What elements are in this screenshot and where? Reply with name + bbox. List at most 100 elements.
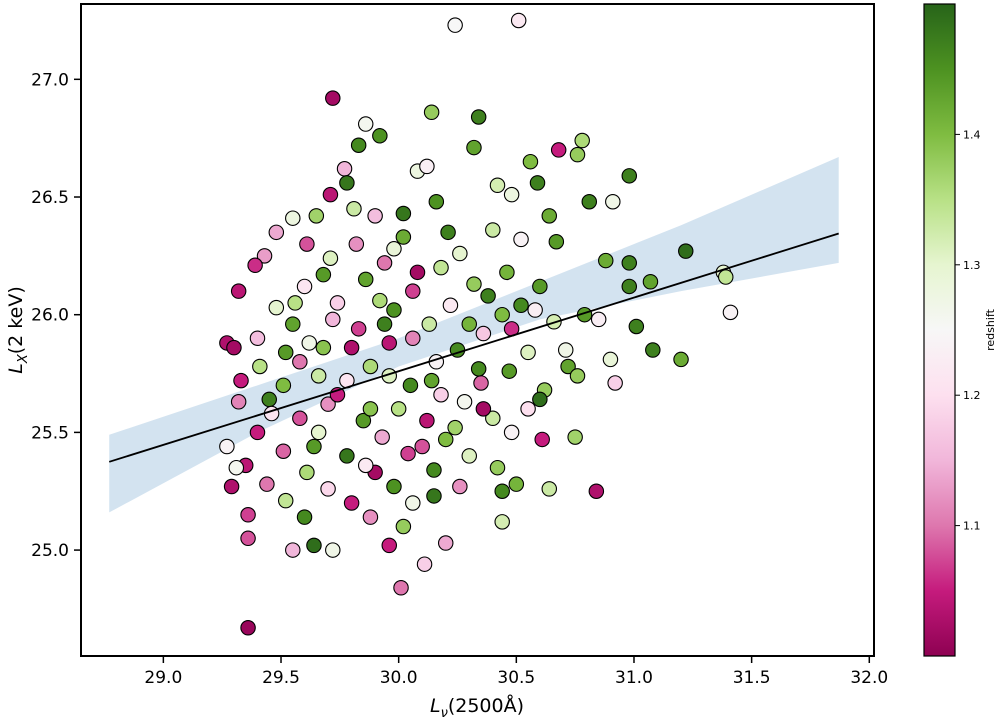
data-point — [428, 193, 445, 210]
data-point — [315, 266, 332, 283]
data-point — [541, 208, 558, 224]
data-point — [473, 375, 489, 391]
data-point — [489, 177, 506, 193]
data-point — [249, 330, 266, 346]
data-point — [256, 248, 273, 264]
data-point — [252, 358, 268, 375]
data-point — [499, 264, 515, 281]
data-points — [219, 12, 739, 636]
y-tick-label: 26.0 — [31, 306, 69, 326]
colorbar-tick-label: 1.2 — [963, 389, 981, 402]
data-point — [532, 391, 548, 408]
data-point — [560, 358, 576, 375]
data-point — [548, 233, 565, 250]
data-point — [466, 139, 482, 156]
data-point — [343, 495, 360, 511]
data-point — [405, 330, 421, 346]
data-point — [532, 278, 548, 295]
x-tick-label: 32.0 — [850, 668, 888, 688]
data-point — [393, 579, 409, 596]
data-point — [261, 391, 277, 408]
data-point — [480, 288, 496, 304]
data-point — [520, 401, 536, 417]
data-point — [386, 478, 402, 495]
data-point — [520, 344, 536, 361]
x-axis-ticks: 29.0 29.5 30.0 30.5 31.0 31.5 32.0 — [144, 656, 888, 688]
data-point — [442, 297, 459, 314]
data-point — [325, 311, 341, 328]
data-point — [423, 104, 440, 121]
data-point — [722, 304, 739, 321]
data-point — [400, 445, 416, 462]
data-point — [621, 278, 638, 295]
data-point — [322, 186, 339, 203]
data-point — [336, 161, 353, 177]
data-point — [581, 193, 598, 210]
data-point — [310, 424, 327, 441]
data-point — [513, 297, 529, 314]
data-point — [296, 509, 313, 525]
data-point — [588, 483, 605, 499]
data-point — [320, 396, 336, 412]
data-point — [376, 255, 393, 271]
data-point — [437, 431, 454, 448]
data-point — [494, 306, 510, 323]
data-point — [503, 424, 520, 441]
data-point — [223, 478, 240, 495]
data-point — [299, 236, 315, 252]
data-point — [367, 208, 383, 224]
y-tick-label: 26.5 — [31, 188, 69, 208]
data-point — [268, 224, 285, 241]
data-point — [440, 224, 456, 241]
data-point — [494, 514, 510, 530]
data-point — [228, 459, 245, 476]
data-point — [277, 492, 294, 509]
data-point — [522, 153, 539, 170]
data-point — [292, 410, 308, 427]
colorbar-gradient — [923, 3, 956, 657]
data-point — [308, 208, 325, 224]
x-axis-label: Lν(2500Å) — [430, 694, 524, 718]
data-point — [470, 361, 487, 377]
data-point — [461, 448, 478, 464]
data-point — [315, 339, 332, 356]
data-point — [437, 535, 454, 551]
data-point — [426, 488, 442, 504]
data-point — [475, 325, 492, 342]
data-point — [550, 142, 567, 158]
data-point — [414, 438, 430, 455]
data-point — [485, 410, 501, 427]
data-point — [325, 90, 341, 106]
data-point — [259, 476, 275, 492]
x-tick-label: 30.5 — [497, 668, 535, 688]
data-point — [513, 231, 529, 248]
data-point — [325, 542, 341, 558]
data-point — [285, 316, 301, 332]
data-point — [362, 358, 379, 375]
data-point — [621, 255, 638, 271]
data-point — [590, 311, 607, 328]
data-point — [395, 205, 412, 222]
data-point — [390, 401, 407, 417]
data-point — [299, 464, 315, 481]
data-point — [466, 276, 482, 292]
data-point — [275, 443, 292, 459]
colorbar-tick-label: 1.3 — [963, 259, 981, 272]
data-point — [475, 401, 492, 417]
data-point — [503, 186, 520, 203]
colorbar-ticks: 1.1 1.2 1.3 1.4 — [955, 128, 981, 533]
plot-frame — [80, 3, 875, 657]
data-point — [346, 201, 362, 217]
data-point — [277, 344, 294, 361]
data-point — [461, 316, 478, 332]
data-point — [527, 302, 543, 318]
data-point — [372, 128, 388, 144]
data-point — [452, 245, 468, 262]
data-point — [292, 354, 308, 370]
data-point — [416, 556, 433, 572]
data-point — [355, 412, 372, 429]
data-point — [296, 278, 313, 295]
colorbar-tick-label: 1.1 — [963, 520, 981, 533]
data-point — [395, 518, 412, 535]
data-point — [534, 431, 550, 448]
